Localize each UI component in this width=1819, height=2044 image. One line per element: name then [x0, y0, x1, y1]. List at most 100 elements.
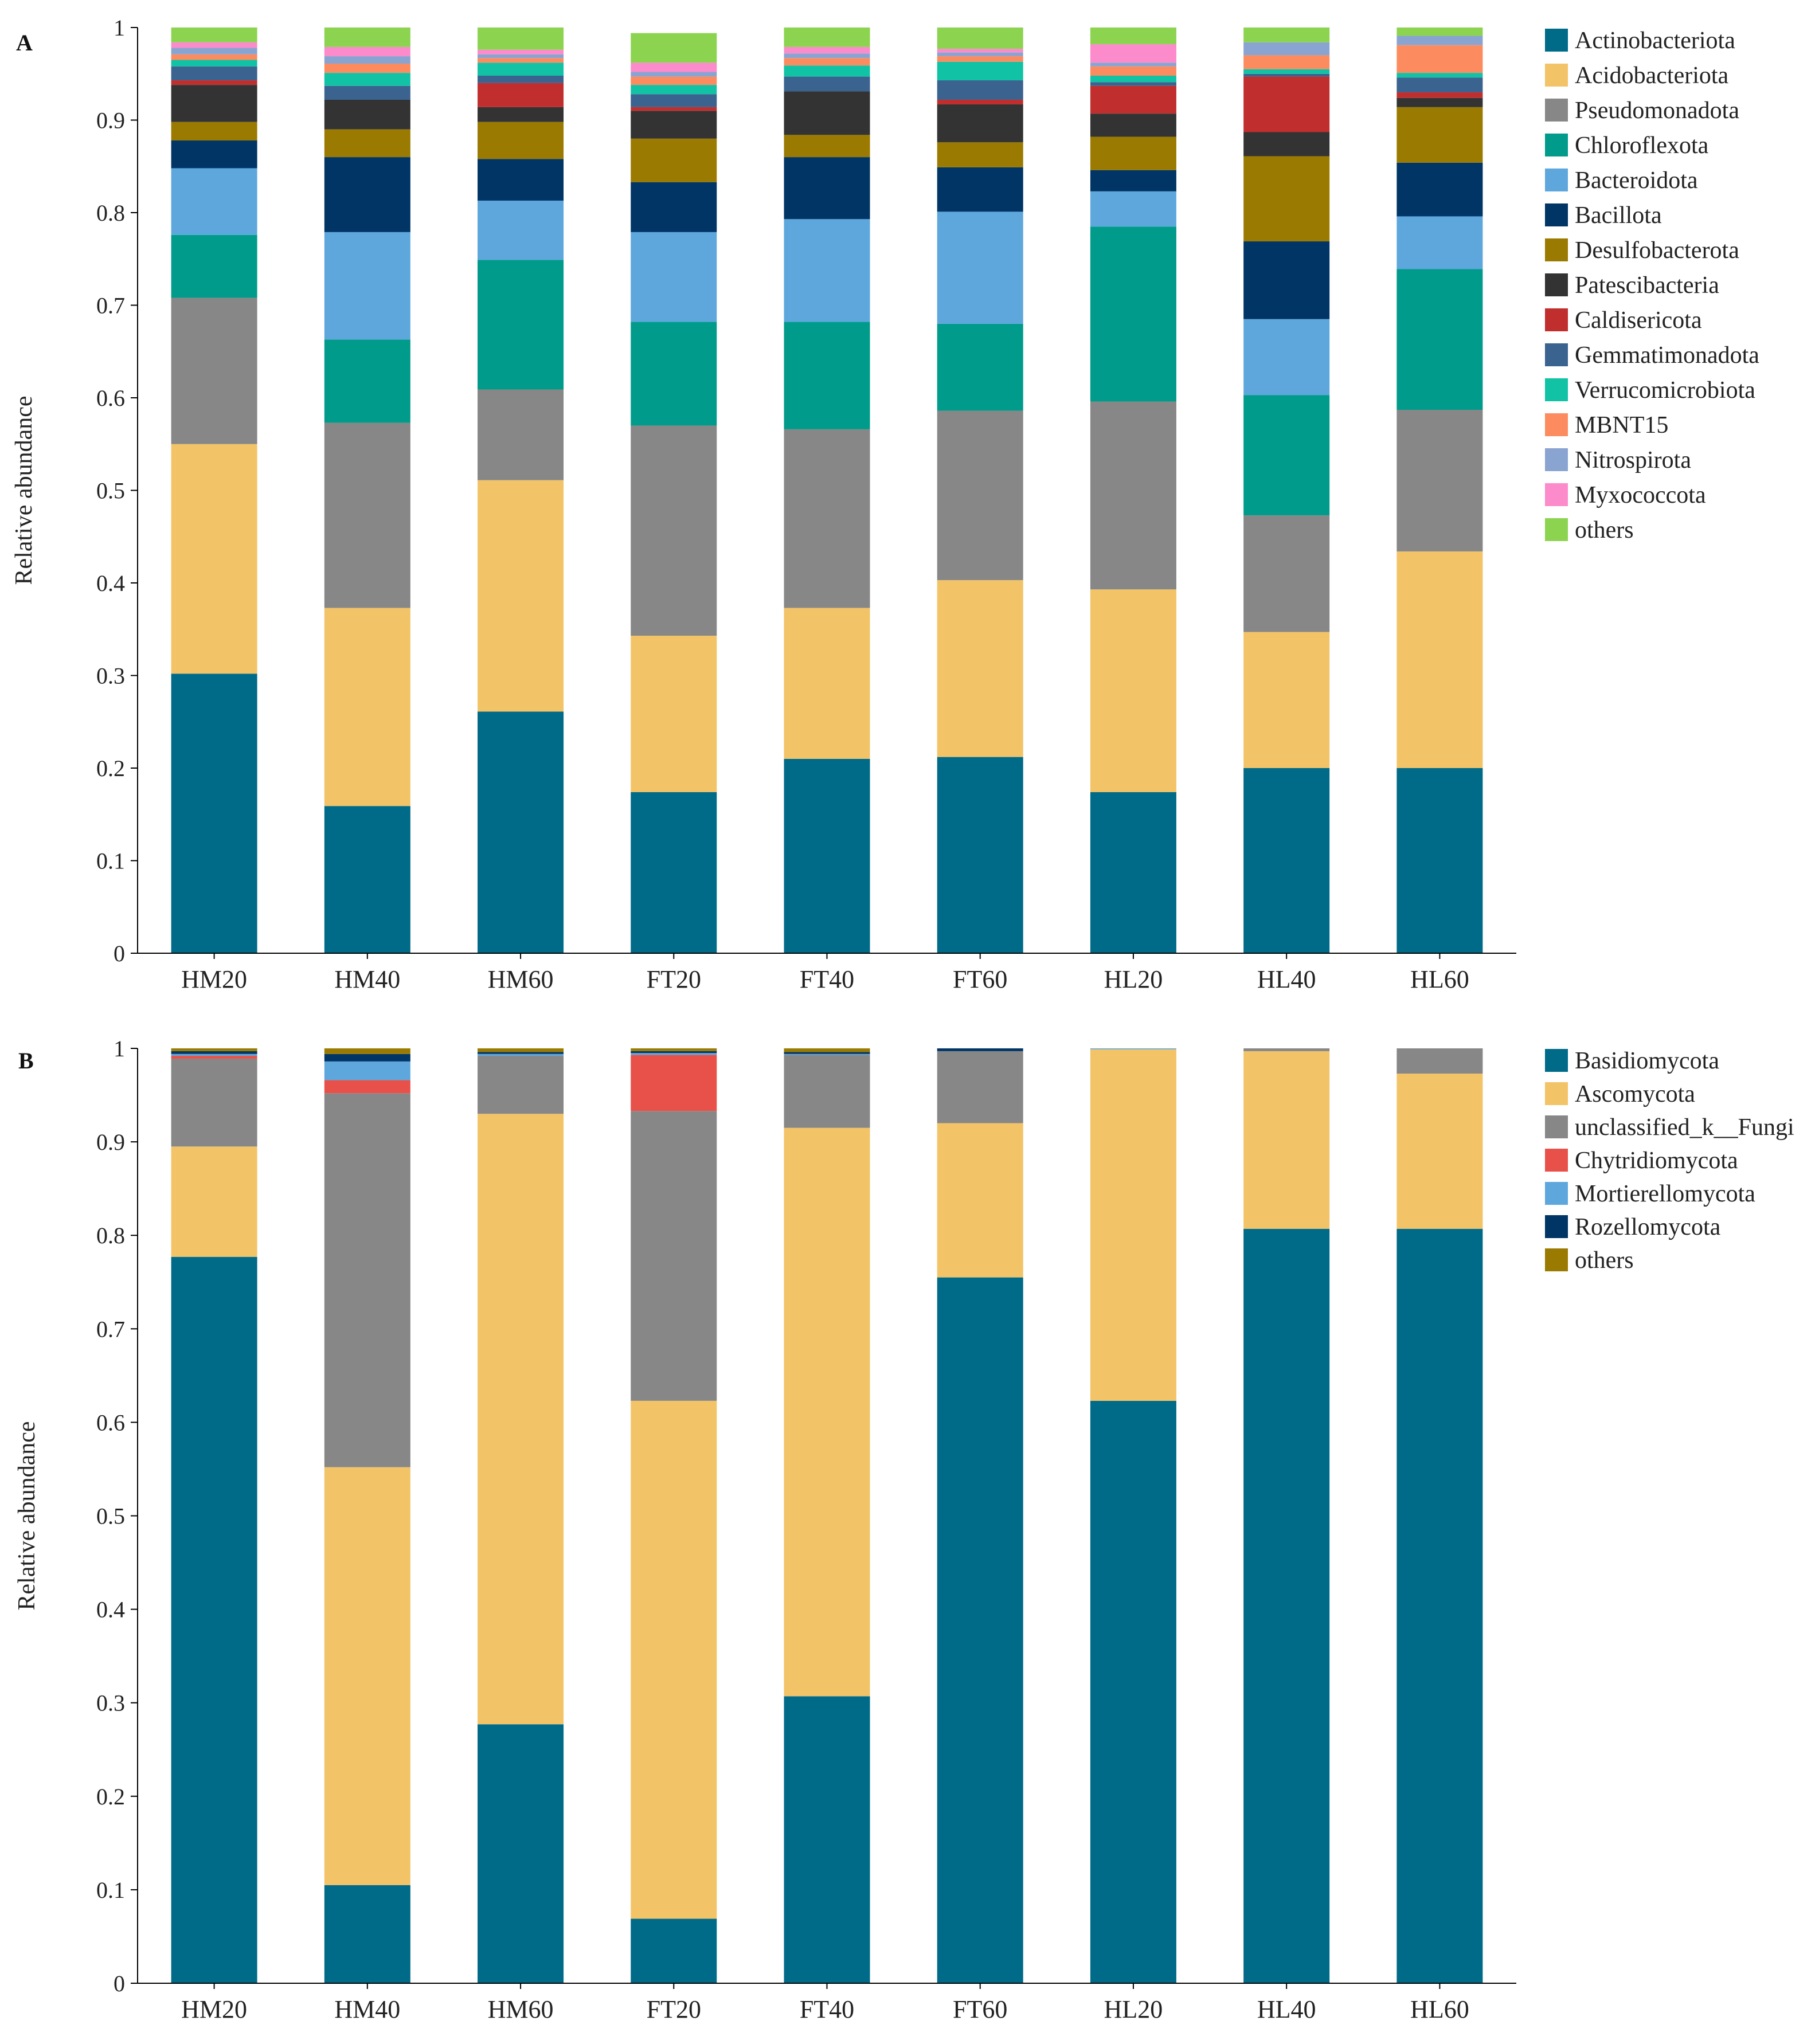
bar-segment	[1396, 409, 1483, 552]
y-axis-title: Relative abundance	[11, 396, 37, 585]
bar-segment	[478, 480, 564, 712]
bar-segment	[631, 94, 717, 107]
bar-segment	[478, 1056, 564, 1114]
bar-segment	[631, 182, 717, 232]
bar-segment	[478, 711, 564, 953]
legend-swatch	[1545, 1248, 1568, 1271]
legend-label: Caldisericota	[1575, 307, 1702, 334]
bar-segment	[171, 28, 257, 42]
bar-segment	[1243, 768, 1330, 953]
bar-segment	[1396, 28, 1483, 36]
bar-segment	[171, 1058, 257, 1147]
legend-label: Rozellomycota	[1575, 1214, 1721, 1240]
bar-segment	[937, 104, 1023, 143]
x-tick-label: HM20	[181, 965, 247, 993]
x-tick-label: HM20	[181, 1995, 247, 2023]
bar-segment	[937, 49, 1023, 53]
bar-segment	[324, 1467, 410, 1885]
bar-segment	[171, 140, 257, 169]
bar-segment	[1396, 73, 1483, 78]
bar-segment	[324, 1093, 410, 1467]
bar-segment	[478, 54, 564, 58]
bar-segment	[324, 85, 410, 100]
bar-segment	[1396, 162, 1483, 217]
bar-segment	[1243, 132, 1330, 156]
bar-segment	[1396, 269, 1483, 410]
bar-segment	[937, 212, 1023, 324]
legend-swatch	[1545, 64, 1568, 87]
bar-segment	[171, 1146, 257, 1257]
legend-label: Myxococcota	[1575, 482, 1706, 508]
y-tick-label: 0.2	[96, 1784, 125, 1810]
bar-segment	[937, 1123, 1023, 1278]
bar-segment	[631, 1918, 717, 1983]
bar-segment	[324, 806, 410, 953]
bar-segment	[631, 1048, 717, 1051]
legend-swatch	[1545, 1182, 1568, 1205]
bar-segment	[784, 608, 870, 759]
bar-segment	[631, 425, 717, 636]
bar-segment	[1243, 28, 1330, 42]
bar-segment	[171, 85, 257, 122]
bar-segment	[478, 83, 564, 107]
bar-segment	[1090, 82, 1176, 86]
bar-segment	[937, 757, 1023, 953]
bar-segment	[171, 1054, 257, 1056]
bar-segment	[478, 1052, 564, 1054]
legend-swatch	[1545, 518, 1568, 541]
legend-swatch	[1545, 99, 1568, 122]
bar-segment	[937, 99, 1023, 105]
bar-segment	[937, 323, 1023, 411]
legend-label: Chloroflexota	[1575, 132, 1709, 159]
legend-label: others	[1575, 517, 1634, 543]
bar-segment	[937, 1048, 1023, 1051]
bar-segment	[937, 56, 1023, 62]
y-tick-label: 0.2	[96, 755, 125, 781]
y-tick-label: 0	[114, 941, 125, 966]
bar-segment	[1243, 1048, 1330, 1051]
bar-segment	[1243, 241, 1330, 319]
legend-label: Ascomycota	[1575, 1081, 1695, 1107]
x-tick-label: FT40	[800, 965, 854, 993]
panel-label: B	[18, 1048, 34, 1074]
y-tick-label: 1	[114, 1036, 125, 1062]
bar-segment	[1396, 92, 1483, 98]
bar-segment	[324, 1054, 410, 1062]
bar-segment	[1396, 107, 1483, 163]
legend-swatch	[1545, 134, 1568, 156]
legend-label: Verrucomicrobiota	[1575, 377, 1755, 404]
bar-segment	[631, 232, 717, 322]
bar-segment	[631, 792, 717, 953]
bar-segment	[1090, 28, 1176, 45]
bar-segment	[1090, 792, 1176, 953]
bar-segment	[1243, 319, 1330, 396]
bar-segment	[1396, 216, 1483, 269]
bar-segment	[784, 91, 870, 135]
bar-segment	[324, 232, 410, 340]
bar-segment	[784, 429, 870, 608]
bar-segment	[324, 1080, 410, 1094]
bar-segment	[478, 75, 564, 83]
bar-segment	[784, 1048, 870, 1052]
bar-segment	[324, 129, 410, 158]
legend-label: unclassified_k__Fungi	[1575, 1114, 1794, 1141]
legend-swatch	[1545, 1082, 1568, 1105]
y-tick-label: 0.5	[96, 1503, 125, 1529]
bar-segment	[937, 1051, 1023, 1123]
bar-segment	[631, 107, 717, 111]
bar-segment	[631, 138, 717, 182]
y-tick-label: 0.1	[96, 848, 125, 874]
bar-segment	[171, 444, 257, 674]
bar-segment	[784, 322, 870, 429]
panel-a-chart: A Relative abundance HM20 HM40 HM60 FT20 FT40 F…	[11, 15, 1759, 993]
bar-segment	[324, 63, 410, 73]
bar-segment	[631, 76, 717, 85]
bar-segment	[1090, 75, 1176, 83]
bar-segment	[1243, 632, 1330, 768]
x-tick-label: FT60	[953, 965, 1007, 993]
bar-segment	[1243, 1051, 1330, 1229]
bar-segment	[478, 1724, 564, 1983]
legend-swatch	[1545, 343, 1568, 366]
bar-segment	[1090, 170, 1176, 191]
